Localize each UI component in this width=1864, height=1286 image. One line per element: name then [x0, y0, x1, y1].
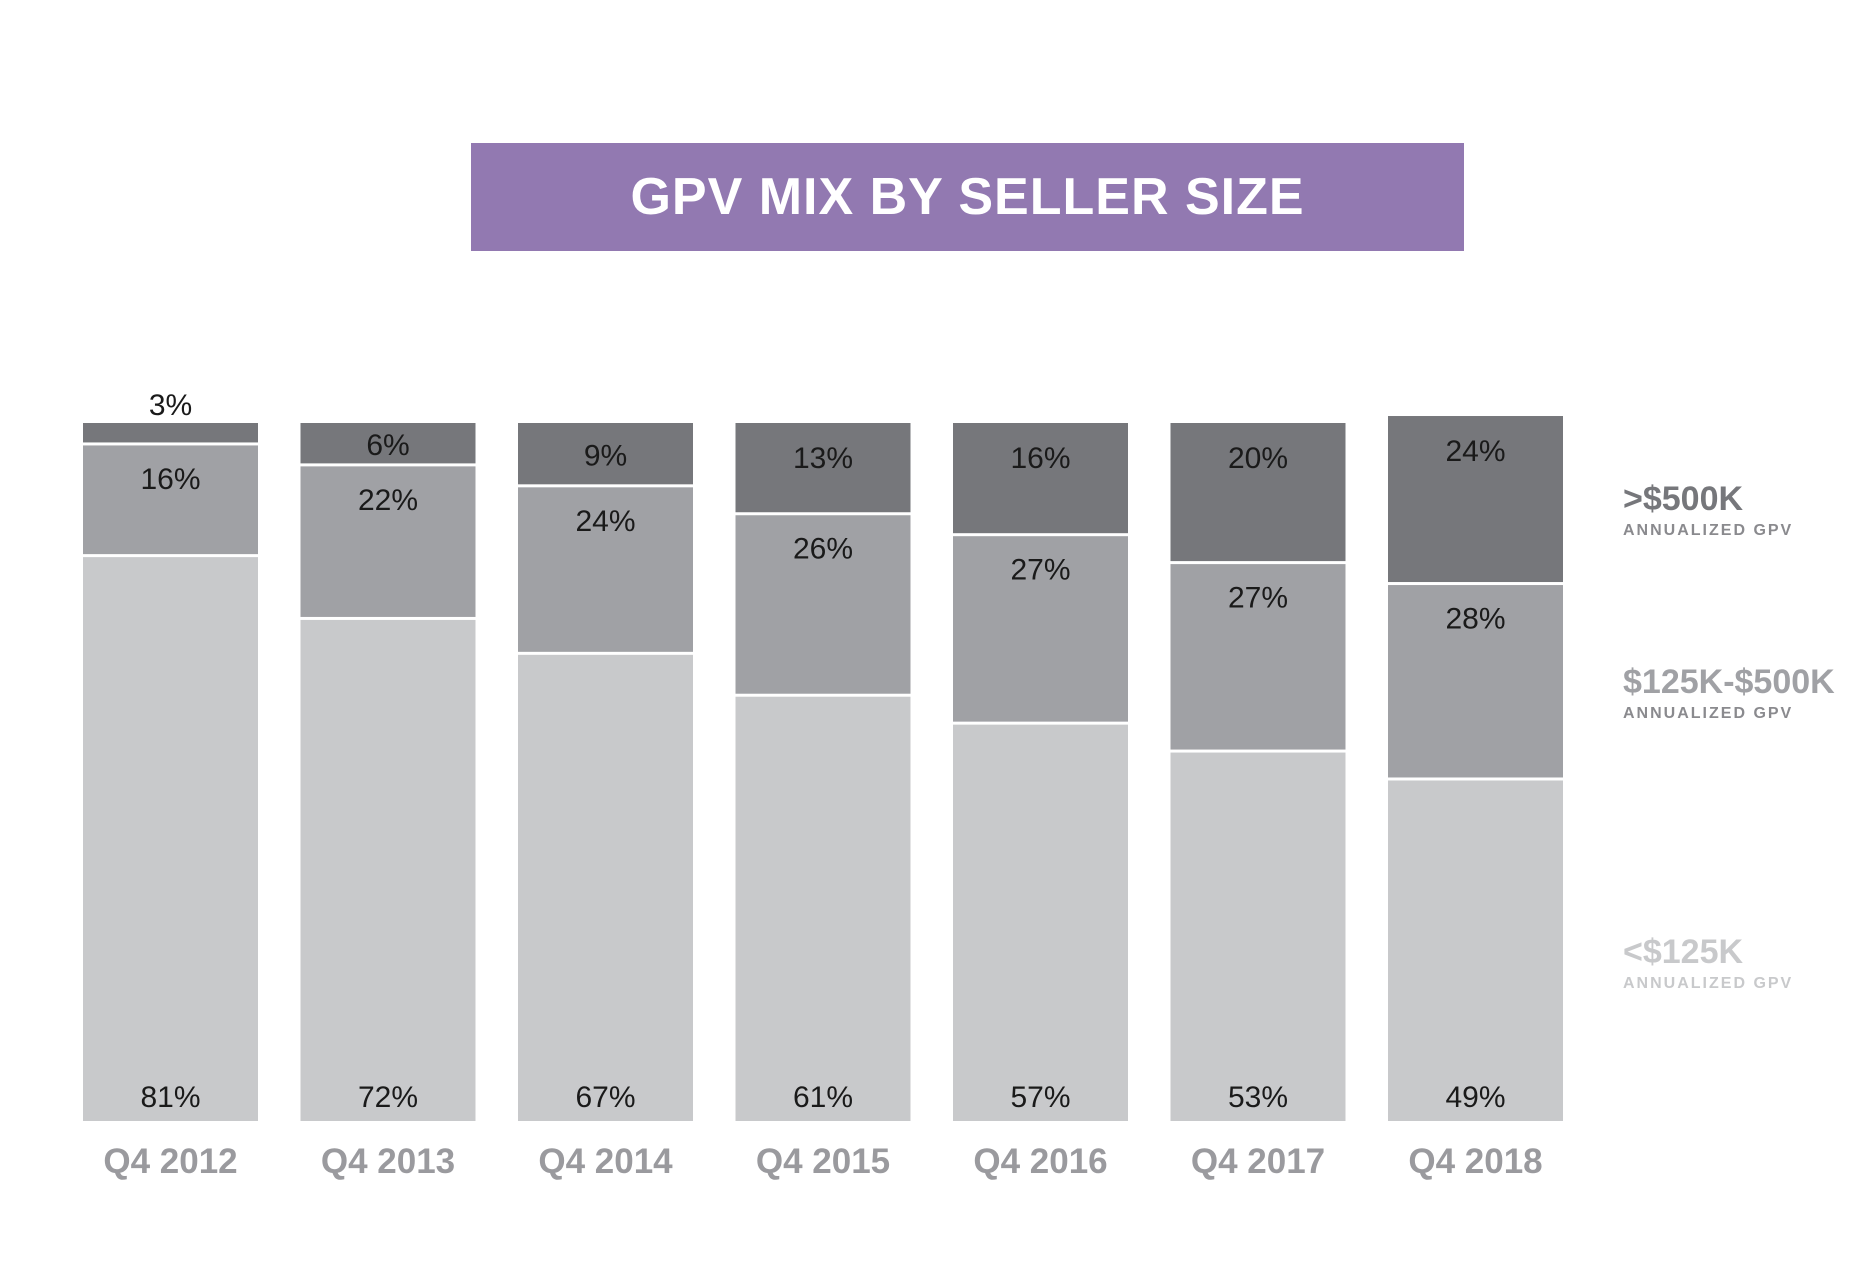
value-label-small-q4-2017: 53%: [1228, 1081, 1288, 1114]
legend-sublabel-large: ANNUALIZED GPV: [1623, 522, 1794, 539]
value-label-large-q4-2012: 3%: [149, 389, 192, 422]
bar-segment-small-q4-2018: [1388, 780, 1563, 1121]
legend-label-small: <$125K: [1623, 933, 1744, 971]
x-tick-label-q4-2014: Q4 2014: [538, 1142, 673, 1181]
x-tick-label-q4-2015: Q4 2015: [756, 1142, 890, 1181]
bar-segment-mid-q4-2017: [1170, 564, 1346, 750]
bar-segment-large-q4-2012: [83, 423, 258, 443]
value-label-mid-q4-2013: 22%: [358, 484, 418, 517]
value-label-small-q4-2012: 81%: [140, 1081, 200, 1114]
bar-segment-small-q4-2015: [735, 696, 911, 1121]
bar-segment-large-q4-2017: [1170, 423, 1346, 562]
x-tick-label-q4-2012: Q4 2012: [103, 1142, 237, 1181]
value-label-small-q4-2018: 49%: [1445, 1081, 1505, 1114]
value-label-large-q4-2017: 20%: [1228, 442, 1288, 475]
legend-sublabel-small: ANNUALIZED GPV: [1623, 975, 1794, 992]
bar-segment-mid-q4-2018: [1388, 585, 1563, 778]
value-label-large-q4-2013: 6%: [366, 429, 409, 462]
x-tick-label-q4-2016: Q4 2016: [973, 1142, 1107, 1181]
x-tick-label-q4-2018: Q4 2018: [1408, 1142, 1542, 1181]
bar-segment-large-q4-2016: [953, 423, 1128, 534]
bar-segment-large-q4-2013: [300, 423, 476, 464]
legend-item-small: <$125K ANNUALIZED GPV: [1623, 933, 1793, 993]
x-tick-label-q4-2017: Q4 2017: [1191, 1142, 1325, 1181]
bar-segment-small-q4-2017: [1170, 752, 1346, 1121]
bar-segment-mid-q4-2012: [83, 445, 258, 555]
value-label-small-q4-2016: 57%: [1010, 1081, 1070, 1114]
value-label-mid-q4-2014: 24%: [575, 505, 635, 538]
bar-segment-small-q4-2012: [83, 557, 258, 1121]
bar-segment-mid-q4-2016: [953, 536, 1128, 722]
legend-item-large: >$500K ANNUALIZED GPV: [1623, 480, 1793, 540]
value-label-mid-q4-2018: 28%: [1445, 603, 1505, 636]
value-label-mid-q4-2016: 27%: [1010, 554, 1070, 587]
x-tick-label-q4-2013: Q4 2013: [321, 1142, 455, 1181]
chart-title: GPV MIX BY SELLER SIZE: [630, 168, 1305, 226]
bar-segment-small-q4-2014: [518, 654, 693, 1121]
bar-segment-large-q4-2015: [735, 423, 911, 513]
value-label-mid-q4-2012: 16%: [140, 463, 200, 496]
value-label-small-q4-2013: 72%: [358, 1081, 418, 1114]
legend-item-mid: $125K-$500K ANNUALIZED GPV: [1623, 663, 1835, 723]
bar-segment-mid-q4-2014: [518, 487, 693, 652]
bar-segment-mid-q4-2015: [735, 515, 911, 694]
bar-segment-small-q4-2013: [300, 619, 476, 1121]
value-label-large-q4-2018: 24%: [1445, 435, 1505, 468]
value-label-small-q4-2015: 61%: [793, 1081, 853, 1114]
chart-title-banner: GPV MIX BY SELLER SIZE: [471, 143, 1464, 251]
bar-segment-small-q4-2016: [953, 724, 1128, 1121]
bar-segment-large-q4-2014: [518, 423, 693, 485]
value-label-large-q4-2015: 13%: [793, 442, 853, 475]
value-label-mid-q4-2015: 26%: [793, 533, 853, 566]
legend-label-mid: $125K-$500K: [1623, 663, 1835, 701]
bar-segment-mid-q4-2013: [300, 466, 476, 617]
value-label-large-q4-2014: 9%: [584, 439, 627, 472]
value-label-small-q4-2014: 67%: [575, 1081, 635, 1114]
legend-label-large: >$500K: [1623, 480, 1744, 518]
value-label-large-q4-2016: 16%: [1010, 442, 1070, 475]
bar-segment-large-q4-2018: [1388, 416, 1563, 583]
value-label-mid-q4-2017: 27%: [1228, 582, 1288, 615]
legend-sublabel-mid: ANNUALIZED GPV: [1623, 705, 1794, 722]
